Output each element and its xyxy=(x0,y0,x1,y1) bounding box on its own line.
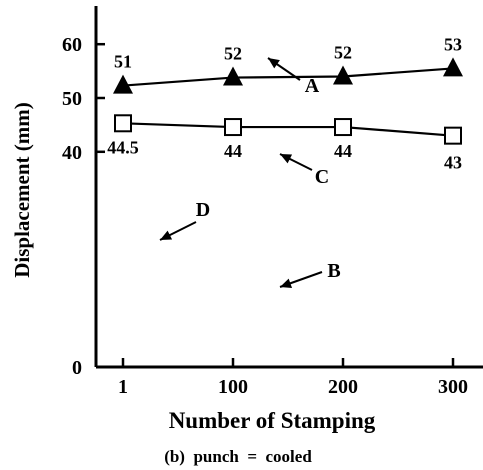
data-point xyxy=(223,66,243,86)
data-point xyxy=(444,126,462,145)
callout-label: A xyxy=(305,75,320,97)
callout-b: B xyxy=(279,260,341,289)
y-axis-ticks: 0405060708090 xyxy=(62,0,105,379)
y-tick-label: 60 xyxy=(62,34,82,56)
callout-label: D xyxy=(196,199,210,221)
figure-caption: (b) punch = cooled xyxy=(164,447,312,466)
data-point xyxy=(333,65,353,85)
x-tick-label: 1 xyxy=(118,376,128,398)
data-point xyxy=(114,114,132,133)
arrowhead xyxy=(280,278,293,289)
series-callouts: A C D B xyxy=(159,57,341,289)
y-axis-title: Displacement (mm) xyxy=(10,102,34,278)
callout-d: D xyxy=(159,199,210,241)
data-label: 44 xyxy=(224,141,242,161)
callout-label: B xyxy=(327,260,340,282)
data-point xyxy=(113,74,133,94)
x-tick-label: 100 xyxy=(218,376,248,398)
data-label: 52 xyxy=(224,44,242,64)
arrowhead xyxy=(280,154,293,164)
series-line-d xyxy=(122,67,454,87)
series-line-b xyxy=(122,122,454,137)
x-axis-ticks: 1 100 200 300 xyxy=(118,358,468,398)
y-tick-label: 40 xyxy=(62,142,82,164)
callout-a: A xyxy=(267,57,320,97)
y-tick-label: 50 xyxy=(62,88,82,110)
data-point xyxy=(334,118,352,137)
data-point xyxy=(224,118,242,137)
callout-label: C xyxy=(315,166,329,188)
arrowhead xyxy=(268,58,280,69)
data-label: 44 xyxy=(334,141,352,161)
data-label: 43 xyxy=(444,153,462,173)
y-tick-label: 0 xyxy=(72,357,82,379)
arrowhead xyxy=(160,230,173,240)
x-axis-title: Number of Stamping xyxy=(169,408,376,433)
data-label: 52 xyxy=(334,42,352,62)
x-tick-label: 300 xyxy=(438,376,468,398)
axes xyxy=(94,6,483,369)
y-tick-label: 70 xyxy=(62,0,82,2)
callout-c: C xyxy=(279,153,329,188)
series-d: 51 52 52 53 xyxy=(113,34,463,94)
data-label: 51 xyxy=(114,52,132,72)
data-point xyxy=(443,57,463,77)
data-label: 53 xyxy=(444,34,462,54)
x-tick-label: 200 xyxy=(328,376,358,398)
series-b: 44.5 44 44 43 xyxy=(107,114,462,173)
data-label: 44.5 xyxy=(107,137,139,157)
